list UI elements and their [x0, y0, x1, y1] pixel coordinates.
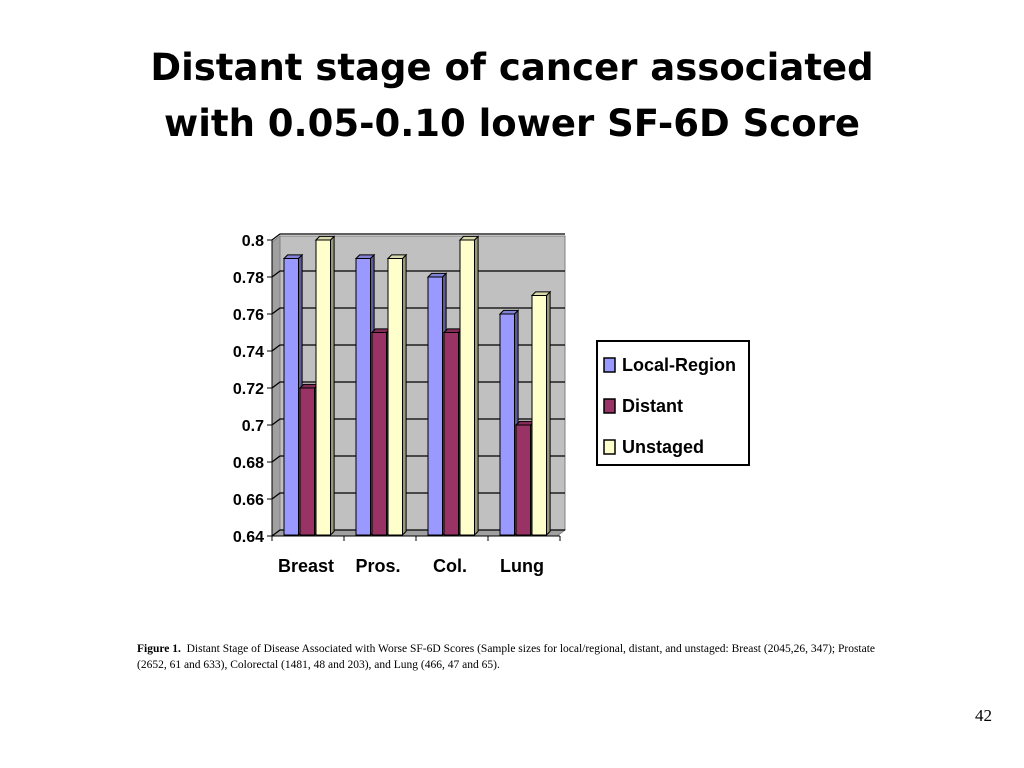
page-number: 42	[975, 706, 992, 725]
slide-title-line-1: Distant stage of cancer associated	[150, 46, 874, 89]
slide-title: Distant stage of cancer associated with …	[0, 40, 1024, 152]
bar	[427, 276, 443, 536]
y-tick-label: 0.68	[233, 455, 264, 472]
bar	[283, 258, 299, 536]
bar	[371, 332, 387, 536]
bar-side	[330, 235, 335, 537]
chart-side-wall	[271, 235, 281, 537]
bar-top	[426, 272, 448, 278]
legend-label: Unstaged	[622, 437, 704, 457]
y-tick-label: 0.72	[233, 381, 264, 398]
y-tick-label: 0.8	[242, 233, 264, 250]
bar-side	[474, 235, 479, 537]
bar	[299, 387, 315, 536]
bar-top	[514, 420, 536, 426]
bar	[387, 258, 403, 536]
x-tick-label: Pros.	[355, 556, 400, 576]
bar-top	[282, 254, 304, 259]
legend-swatch	[603, 357, 616, 373]
bar	[499, 313, 515, 536]
legend-label: Distant	[622, 396, 683, 416]
y-tick-label: 0.7	[242, 418, 264, 435]
bar-top	[370, 328, 392, 333]
legend-swatch	[603, 439, 616, 455]
bar	[355, 258, 371, 536]
y-tick-label: 0.64	[233, 529, 264, 546]
figure-caption-label: Figure 1.	[137, 643, 181, 655]
x-tick-label: Breast	[278, 556, 334, 576]
slide-title-line-2: with 0.05-0.10 lower SF-6D Score	[164, 102, 860, 145]
x-tick-label: Lung	[500, 556, 544, 576]
chart-legend	[596, 340, 750, 466]
bar-top	[442, 328, 464, 333]
bar-top	[314, 235, 336, 241]
bar	[315, 239, 331, 536]
bar-side	[402, 253, 407, 537]
x-tick-label: Col.	[433, 556, 467, 576]
bar-side	[546, 290, 551, 537]
y-tick-label: 0.78	[233, 270, 264, 287]
figure-caption: Figure 1. Distant Stage of Disease Assoc…	[137, 641, 897, 673]
figure-caption-text: Distant Stage of Disease Associated with…	[137, 643, 876, 671]
bar	[515, 424, 531, 536]
legend-label: Local-Region	[622, 355, 736, 375]
bar	[531, 295, 547, 536]
y-tick-label: 0.66	[233, 492, 264, 509]
bar	[443, 332, 459, 536]
bar-top	[298, 383, 320, 389]
y-tick-label: 0.74	[233, 344, 264, 361]
gridline	[271, 233, 565, 241]
bar-top	[530, 291, 552, 296]
bar-top	[386, 254, 408, 259]
bar	[459, 239, 475, 536]
bar-top	[498, 309, 520, 315]
legend-swatch	[603, 398, 616, 414]
y-tick-label: 0.76	[233, 307, 264, 324]
bar-top	[458, 235, 480, 241]
bar-top	[354, 254, 376, 259]
